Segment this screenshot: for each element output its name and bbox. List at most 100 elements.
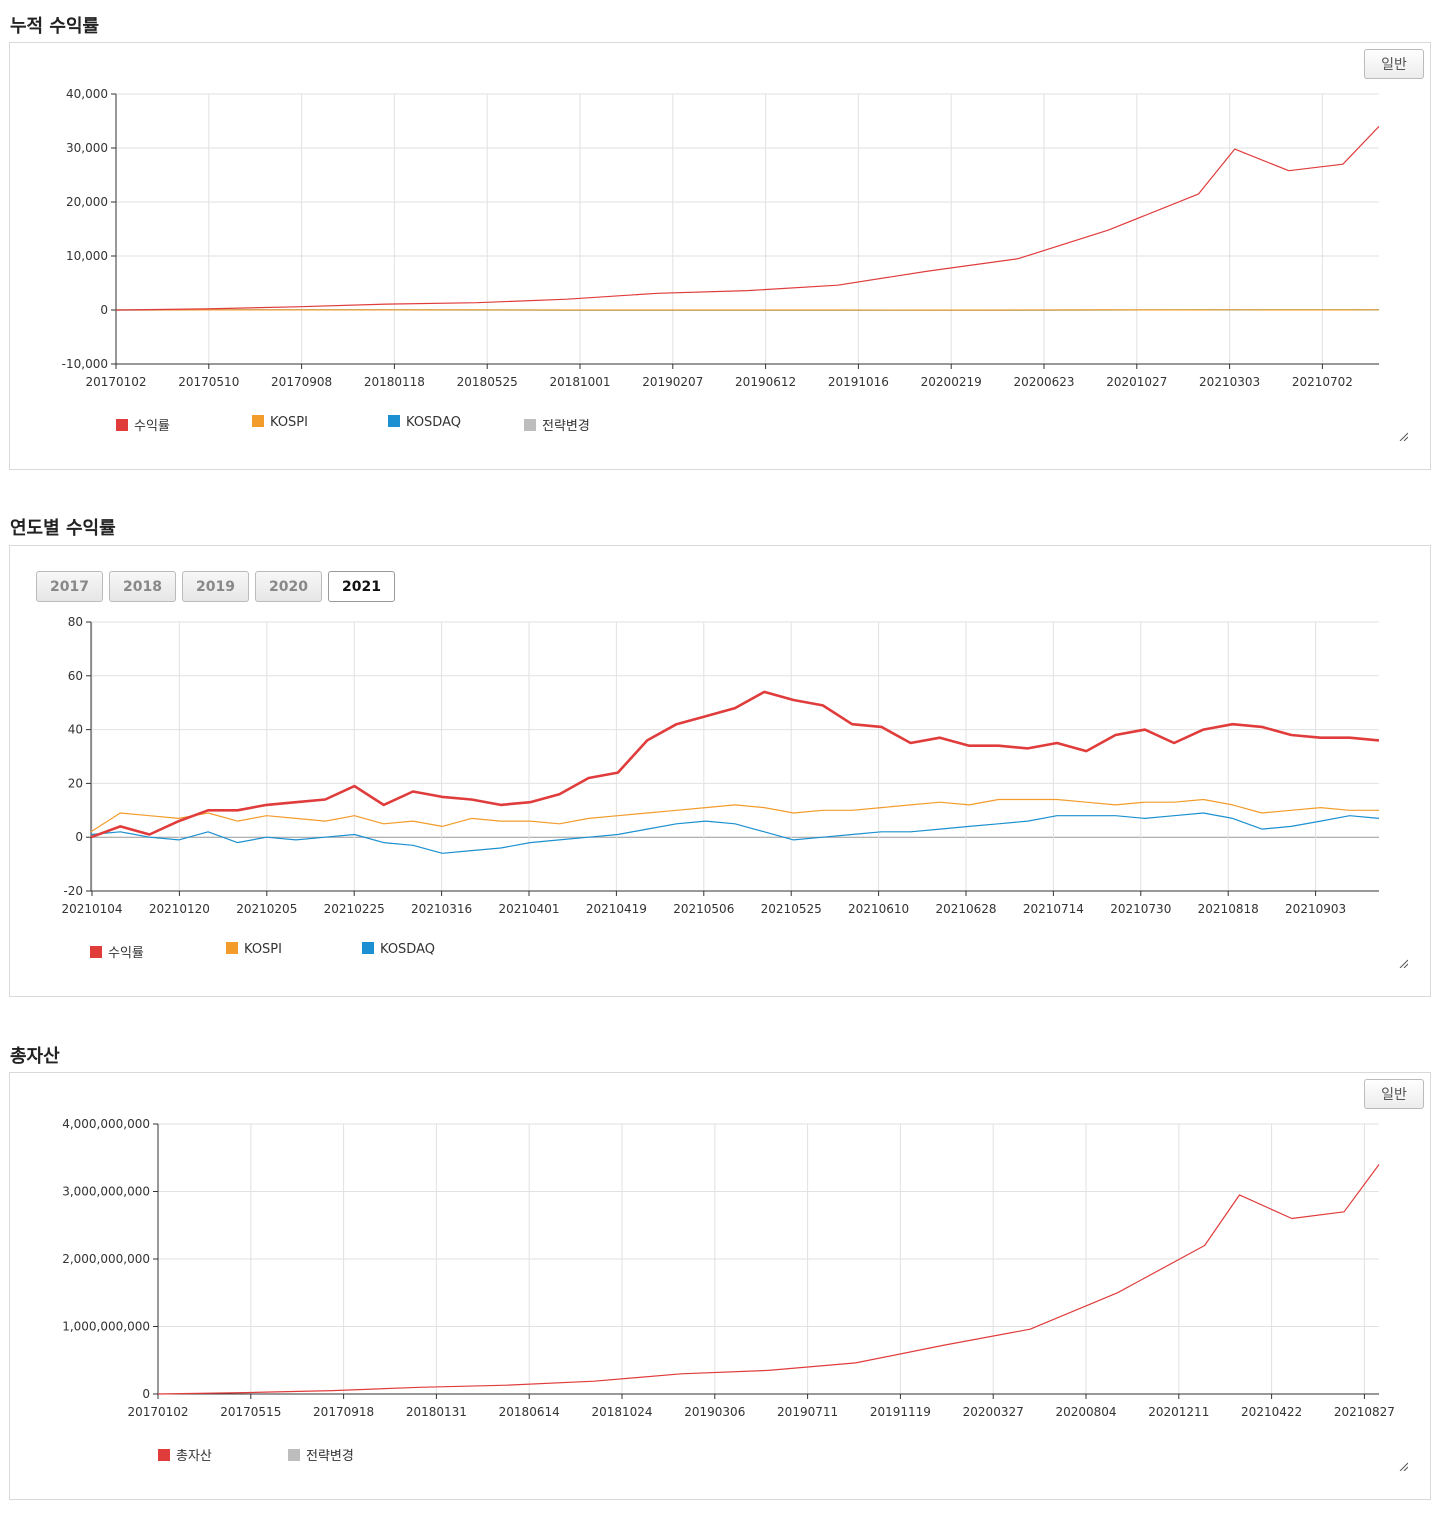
legend-item[interactable]: KOSPI (252, 415, 308, 430)
legend-item[interactable]: KOSPI (226, 942, 282, 957)
total-assets-chart: 4,000,000,000 3,000,000,000 2,000,000,000 1… (62, 1117, 1395, 1419)
legend-item[interactable]: KOSDAQ (362, 942, 435, 957)
y-tick-label: -20 (63, 884, 83, 898)
y-tick-label: 10,000 (66, 249, 108, 263)
y-tick-label: 60 (68, 669, 83, 683)
x-tick-label: 20180614 (499, 1405, 560, 1419)
x-tick-label: 20210610 (848, 902, 909, 916)
yearly-return-chart: 80 60 40 20 0 -20 20210104 20210120 20210205 2021… (61, 615, 1380, 916)
legend-label: 수익률 (108, 946, 144, 961)
x-tick-label: 20210818 (1198, 902, 1259, 916)
total-assets-title: 총자산 (10, 1046, 60, 1067)
legend-item[interactable]: 수익률 (90, 942, 144, 961)
legend-item[interactable]: 수익률 (116, 415, 170, 434)
x-tick-label: 20170918 (313, 1405, 374, 1419)
cumulative-return-chart: 40,000 30,000 20,000 10,000 0 -10,000 20170102… (62, 87, 1380, 389)
legend-swatch (116, 419, 128, 431)
legend-swatch (226, 942, 238, 954)
year-button-2021[interactable]: 2021 (328, 571, 395, 602)
y-tick-label: -10,000 (62, 357, 108, 371)
resize-handle-icon[interactable] (1398, 958, 1408, 968)
legend-swatch (362, 942, 374, 954)
total-assets-panel: 일반 4,000,000,000 3,000,000,000 2,000,000,0… (9, 1072, 1431, 1500)
legend-swatch (288, 1449, 300, 1461)
x-tick-label: 20191119 (870, 1405, 931, 1419)
series-line-KOSPI (90, 798, 1379, 833)
legend-label: 전략변경 (542, 419, 590, 434)
y-tick-label: 40 (68, 723, 83, 737)
legend-label: 총자산 (176, 1449, 212, 1464)
year-button-2017[interactable]: 2017 (36, 571, 103, 602)
year-button-2020[interactable]: 2020 (255, 571, 322, 602)
x-tick-label: 20170908 (271, 375, 332, 389)
x-tick-label: 20210104 (61, 902, 122, 916)
legend-label: KOSPI (244, 942, 282, 957)
legend-label: KOSDAQ (380, 942, 435, 957)
y-tick-label: 1,000,000,000 (62, 1320, 150, 1334)
x-tick-label: 20210506 (673, 902, 734, 916)
x-tick-label: 20210903 (1285, 902, 1346, 916)
legend-label: 수익률 (134, 419, 170, 434)
x-tick-label: 20200219 (921, 375, 982, 389)
x-tick-label: 20210316 (411, 902, 472, 916)
x-tick-label: 20180118 (364, 375, 425, 389)
x-tick-label: 20201027 (1106, 375, 1167, 389)
x-tick-label: 20190711 (777, 1405, 838, 1419)
y-tick-label: 20,000 (66, 195, 108, 209)
y-tick-label: 20 (68, 776, 83, 790)
x-tick-label: 20170102 (127, 1405, 188, 1419)
mode-toggle-button[interactable]: 일반 (1364, 1079, 1424, 1109)
x-tick-label: 20181001 (549, 375, 610, 389)
x-tick-label: 20180525 (457, 375, 518, 389)
x-tick-label: 20210422 (1241, 1405, 1302, 1419)
y-tick-label: 4,000,000,000 (62, 1117, 150, 1131)
x-tick-label: 20170102 (85, 375, 146, 389)
mode-toggle-button[interactable]: 일반 (1364, 49, 1424, 79)
series-line-수익률 (115, 125, 1380, 311)
series-line-수익률 (90, 690, 1380, 839)
yearly-return-title: 연도별 수익률 (10, 518, 116, 539)
legend-swatch (388, 415, 400, 427)
legend-swatch (158, 1449, 170, 1461)
legend-item[interactable]: 전략변경 (524, 415, 590, 434)
x-tick-label: 20181024 (591, 1405, 652, 1419)
x-tick-label: 20200804 (1055, 1405, 1116, 1419)
legend-item[interactable]: KOSDAQ (388, 415, 461, 430)
resize-handle-icon[interactable] (1398, 1461, 1408, 1471)
x-tick-label: 20210225 (324, 902, 385, 916)
cumulative-return-title: 누적 수익률 (10, 16, 100, 37)
y-tick-label: 30,000 (66, 141, 108, 155)
x-tick-label: 20200623 (1013, 375, 1074, 389)
legend-label: 전략변경 (306, 1449, 354, 1464)
legend-label: KOSDAQ (406, 415, 461, 430)
x-tick-label: 20210401 (498, 902, 559, 916)
legend-swatch (252, 415, 264, 427)
x-tick-label: 20170510 (178, 375, 239, 389)
x-tick-label: 20210714 (1023, 902, 1084, 916)
legend-item[interactable]: 전략변경 (288, 1445, 354, 1464)
legend-label: KOSPI (270, 415, 308, 430)
series-line-KOSDAQ (90, 812, 1380, 854)
y-tick-label: 0 (75, 830, 83, 844)
x-tick-label: 20210419 (586, 902, 647, 916)
cumulative-return-panel: 일반 40,000 30,000 20,000 10,000 0 -10,000 20170… (9, 42, 1431, 470)
x-tick-label: 20201211 (1148, 1405, 1209, 1419)
x-tick-label: 20210205 (236, 902, 297, 916)
x-tick-label: 20210525 (761, 902, 822, 916)
x-tick-label: 20210120 (149, 902, 210, 916)
year-button-2019[interactable]: 2019 (182, 571, 249, 602)
x-tick-label: 20190612 (735, 375, 796, 389)
legend-swatch (524, 419, 536, 431)
y-tick-label: 3,000,000,000 (62, 1185, 150, 1199)
x-tick-label: 20200327 (963, 1405, 1024, 1419)
y-tick-label: 2,000,000,000 (62, 1252, 150, 1266)
x-tick-label: 20210827 (1334, 1405, 1395, 1419)
yearly-return-panel: 2017 2018 2019 2020 2021 80 60 40 20 0 -20 2021010… (9, 545, 1431, 997)
x-tick-label: 20210628 (935, 902, 996, 916)
x-tick-label: 20210303 (1199, 375, 1260, 389)
legend-item[interactable]: 총자산 (158, 1445, 212, 1464)
resize-handle-icon[interactable] (1398, 431, 1408, 441)
year-button-2018[interactable]: 2018 (109, 571, 176, 602)
x-tick-label: 20191016 (828, 375, 889, 389)
y-tick-label: 0 (142, 1387, 150, 1401)
